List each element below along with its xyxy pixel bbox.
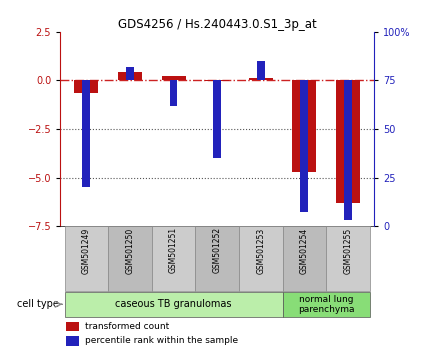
Text: caseous TB granulomas: caseous TB granulomas [115,299,232,309]
Bar [326,226,370,291]
Bar [301,80,308,212]
Text: percentile rank within the sample: percentile rank within the sample [85,336,239,345]
Text: GSM501249: GSM501249 [82,227,91,274]
Bar [118,72,142,80]
Bar [162,75,185,80]
Bar [213,80,221,158]
Bar [195,226,239,291]
Text: cell type: cell type [17,299,59,309]
Bar [64,292,283,318]
Text: GSM501255: GSM501255 [344,227,353,274]
Text: GSM501253: GSM501253 [256,227,265,274]
Text: GSM501254: GSM501254 [300,227,309,274]
Text: GSM501251: GSM501251 [169,227,178,274]
Text: normal lung
parenchyma: normal lung parenchyma [298,295,354,314]
Bar [283,226,326,291]
Bar [205,80,229,81]
Bar [67,336,79,346]
Bar [74,80,98,93]
Bar [126,67,134,80]
Text: GSM501250: GSM501250 [126,227,135,274]
Bar [67,322,79,331]
Bar [239,226,283,291]
Bar [336,80,360,203]
Text: transformed count: transformed count [85,322,169,331]
Bar [64,226,108,291]
Bar [292,80,316,172]
Bar [257,61,265,80]
Title: GDS4256 / Hs.240443.0.S1_3p_at: GDS4256 / Hs.240443.0.S1_3p_at [118,18,316,31]
Bar [169,80,178,105]
Text: GSM501252: GSM501252 [213,227,221,274]
Bar [108,226,152,291]
Bar [249,78,273,80]
Bar [344,80,352,220]
Bar [152,226,195,291]
Bar [283,292,370,318]
Bar [83,80,90,187]
